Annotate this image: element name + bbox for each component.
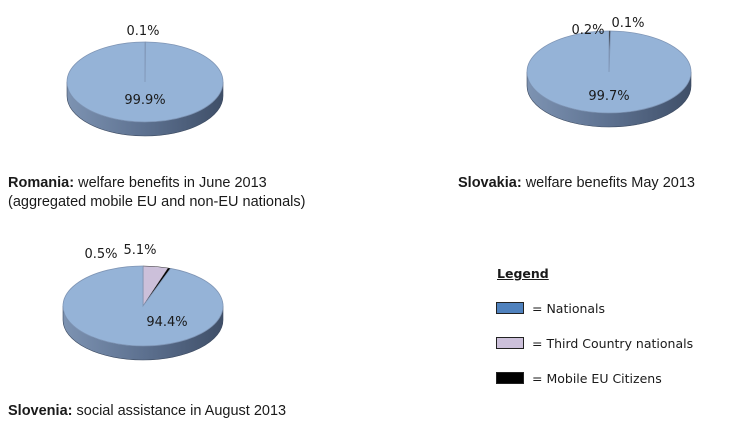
data-label-slovenia-mobile-eu-citizens: 0.5% (84, 247, 117, 262)
caption-slovakia-country: Slovakia: (458, 175, 522, 191)
pie-chart-slovenia: 94.4% 5.1% 0.5% (62, 243, 224, 361)
legend-item-mobile-eu: = Mobile EU Citizens (496, 369, 662, 387)
caption-slovenia-text: social assistance in August 2013 (76, 403, 287, 419)
legend-label-third-country: = Third Country nationals (532, 335, 694, 351)
data-label-slovakia-mobile-eu-citizens: 0.2% (571, 23, 604, 38)
data-label-slovakia-third-country-nationals: 0.1% (611, 16, 644, 31)
data-label-romania-nationals: 99.9% (124, 93, 165, 108)
legend-swatch-nationals (496, 302, 524, 314)
legend-item-nationals: = Nationals (496, 299, 605, 317)
caption-romania-text: welfare benefits in June 2013 (78, 175, 267, 191)
legend-swatch-third-country (496, 337, 524, 349)
data-label-slovenia-third-country-nationals: 5.1% (123, 243, 156, 258)
legend-label-nationals: = Nationals (532, 300, 606, 316)
legend-item-third-country: = Third Country nationals (496, 334, 693, 352)
data-label-romania-mobile-eu-citizens: 0.1% (126, 24, 159, 39)
pie-slice-slovakia-nationals (526, 30, 692, 114)
caption-slovenia: Slovenia: social assistance in August 20… (8, 402, 286, 421)
caption-romania-line2: (aggregated mobile EU and non-EU nationa… (8, 194, 306, 210)
data-label-slovenia-nationals: 94.4% (146, 315, 187, 330)
caption-slovenia-country: Slovenia: (8, 403, 73, 419)
data-label-slovakia-nationals: 99.7% (588, 89, 629, 104)
legend-swatch-mobile-eu (496, 372, 524, 384)
pie-chart-romania: 99.9% 0.1% (66, 24, 224, 137)
caption-slovakia-text: welfare benefits May 2013 (525, 175, 695, 191)
caption-slovakia: Slovakia: welfare benefits May 2013 (458, 174, 695, 193)
legend-label-mobile-eu: = Mobile EU Citizens (532, 370, 662, 386)
caption-romania-country: Romania: (8, 175, 75, 191)
pie-slice-romania-nationals (66, 41, 224, 123)
legend: Legend = Nationals = Third Country natio… (490, 262, 740, 392)
caption-romania: Romania: welfare benefits in June 2013 (… (8, 174, 305, 212)
pie-slice-slovenia-nationals (62, 265, 224, 347)
legend-title: Legend (497, 266, 549, 281)
pie-chart-slovakia: 99.7% 0.1% 0.2% (526, 16, 692, 128)
